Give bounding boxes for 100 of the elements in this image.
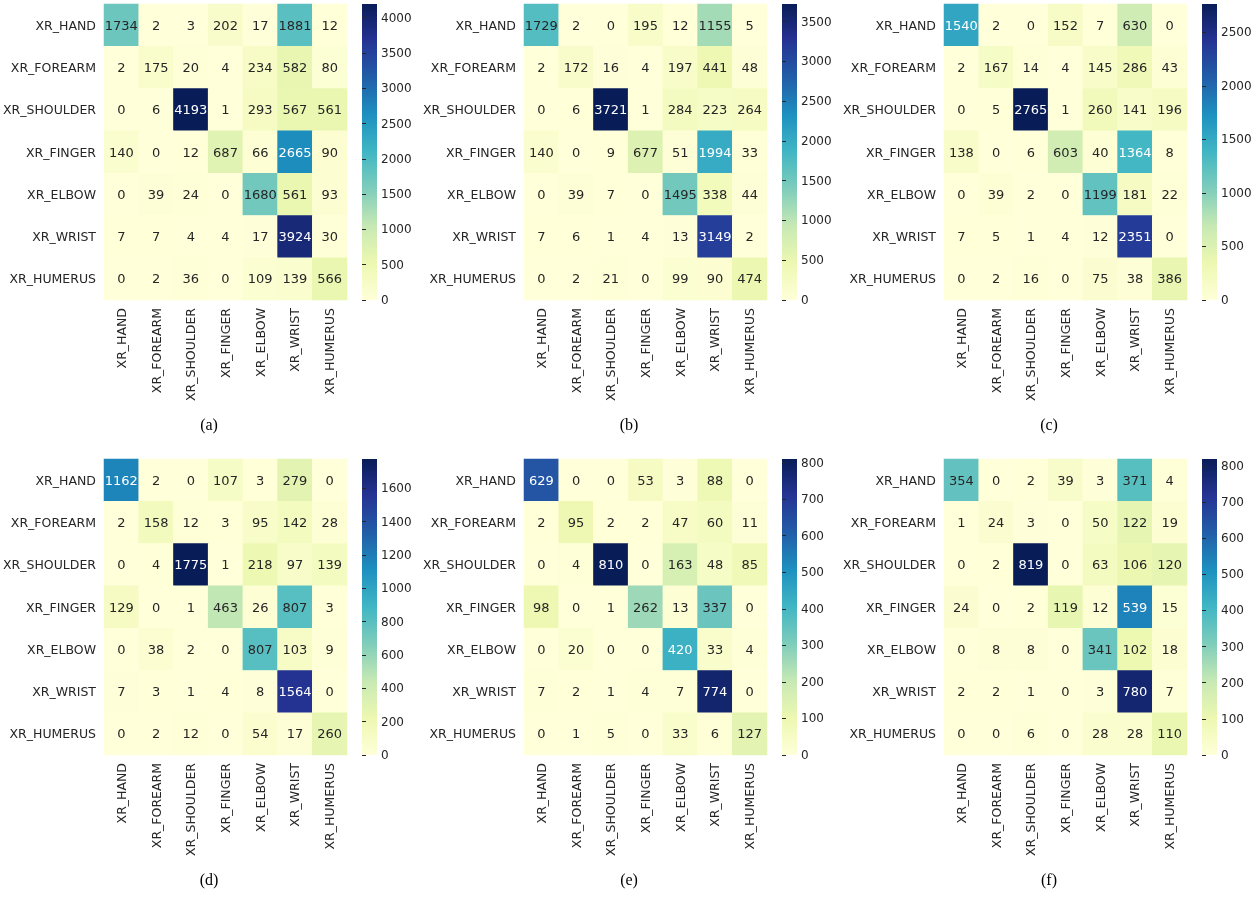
data-label: 0: [151, 599, 161, 615]
data-label: 0: [537, 271, 546, 287]
data-label: 561: [317, 102, 343, 118]
data-label: 774: [702, 684, 728, 700]
color-bar-label: 2500: [1221, 25, 1252, 40]
data-label: 6: [571, 102, 581, 118]
x-tick-label: XR_FINGER: [1058, 307, 1073, 378]
y-tick-label: XR_ELBOW: [867, 641, 936, 657]
data-label: 0: [1165, 229, 1174, 245]
data-label: 7: [1096, 17, 1105, 33]
y-tick-label: XR_SHOULDER: [422, 102, 517, 118]
y-tick-label: XR_HAND: [35, 472, 96, 488]
data-label: 1729: [524, 17, 558, 33]
data-label: 95: [251, 514, 269, 530]
data-label: 2351: [1118, 229, 1152, 245]
data-label: 4: [221, 59, 230, 75]
data-label: 807: [247, 641, 273, 657]
data-label: 12: [182, 726, 200, 742]
data-label: 139: [317, 557, 343, 573]
data-label: 6: [710, 726, 720, 742]
data-label: 8: [1165, 144, 1174, 160]
data-label: 354: [948, 472, 974, 488]
data-label: 0: [745, 684, 754, 700]
data-label: 11: [741, 514, 758, 530]
data-label: 539: [1122, 599, 1148, 615]
y-tick-label: XR_HAND: [875, 472, 936, 488]
data-label: 17: [251, 17, 269, 33]
color-bar-label: 3000: [381, 81, 412, 96]
data-label: 6: [151, 102, 161, 118]
data-label: 0: [117, 186, 126, 202]
data-label: 12: [182, 514, 200, 530]
data-label: 3: [256, 472, 265, 488]
data-label: 1: [221, 102, 230, 118]
y-tick-label: XR_SHOULDER: [2, 102, 97, 118]
data-label: 39: [147, 186, 165, 202]
data-label: 26: [251, 599, 269, 615]
data-label: 0: [1061, 514, 1070, 530]
y-tick-label: XR_FOREARM: [430, 59, 516, 75]
data-label: 12: [1091, 229, 1109, 245]
data-label: 39: [567, 186, 585, 202]
data-label: 1155: [698, 17, 732, 33]
color-bar-label: 0: [1221, 748, 1229, 762]
data-label: 0: [221, 726, 230, 742]
data-label: 140: [528, 144, 554, 160]
data-label: 4: [745, 641, 754, 657]
data-label: 5: [991, 229, 1001, 245]
data-label: 561: [282, 186, 308, 202]
y-tick-label: XR_WRIST: [32, 684, 97, 700]
data-label: 138: [948, 144, 974, 160]
y-tick-label: XR_HUMERUS: [9, 726, 97, 742]
data-label: 33: [706, 641, 724, 657]
y-tick-label: XR_HAND: [35, 17, 96, 33]
data-label: 3: [325, 599, 334, 615]
data-label: 0: [745, 472, 754, 488]
data-label: 167: [983, 59, 1009, 75]
data-label: 17: [251, 229, 269, 245]
data-label: 7: [957, 229, 966, 245]
data-label: 145: [1087, 59, 1113, 75]
data-label: 7: [537, 229, 546, 245]
color-bar-label: 0: [1221, 293, 1229, 307]
data-label: 687: [213, 144, 238, 160]
data-label: 4: [186, 229, 195, 245]
data-label: 14: [1022, 59, 1040, 75]
color-bar-label: 3000: [801, 54, 832, 69]
data-label: 2: [151, 472, 161, 488]
data-label: 129: [108, 599, 134, 615]
data-label: 2: [991, 557, 1001, 573]
data-label: 120: [1157, 557, 1183, 573]
data-label: 1994: [698, 144, 732, 160]
data-label: 0: [537, 102, 546, 118]
data-label: 1: [186, 684, 195, 700]
data-label: 603: [1053, 144, 1078, 160]
y-tick-label: XR_ELBOW: [447, 641, 516, 657]
text: (e): [620, 870, 638, 889]
data-label: 1734: [104, 17, 138, 33]
data-label: 50: [1091, 514, 1109, 530]
y-tick-label: XR_HAND: [875, 17, 936, 33]
data-label: 17: [286, 726, 304, 742]
color-bar-label: 700: [1221, 495, 1244, 510]
data-label: 474: [737, 271, 763, 287]
data-label: 567: [282, 102, 308, 118]
x-tick-label: XR_SHOULDER: [603, 307, 619, 401]
data-label: 122: [1122, 514, 1148, 530]
data-label: 341: [1087, 641, 1113, 657]
data-label: 6: [571, 229, 581, 245]
data-label: 441: [702, 59, 728, 75]
data-label: 810: [598, 557, 624, 573]
data-label: 16: [1022, 271, 1040, 287]
data-label: 0: [991, 599, 1001, 615]
data-label: 1540: [944, 17, 978, 33]
data-label: 0: [1061, 186, 1070, 202]
x-tick-label: XR_HUMERUS: [742, 307, 758, 395]
data-label: 3924: [278, 229, 312, 245]
data-label: 0: [745, 599, 754, 615]
data-label: 2: [957, 684, 966, 700]
data-label: 119: [1053, 599, 1078, 615]
data-label: 0: [957, 641, 966, 657]
data-label: 0: [571, 599, 581, 615]
data-label: 16: [602, 59, 620, 75]
y-tick-label: XR_FOREARM: [430, 514, 516, 530]
